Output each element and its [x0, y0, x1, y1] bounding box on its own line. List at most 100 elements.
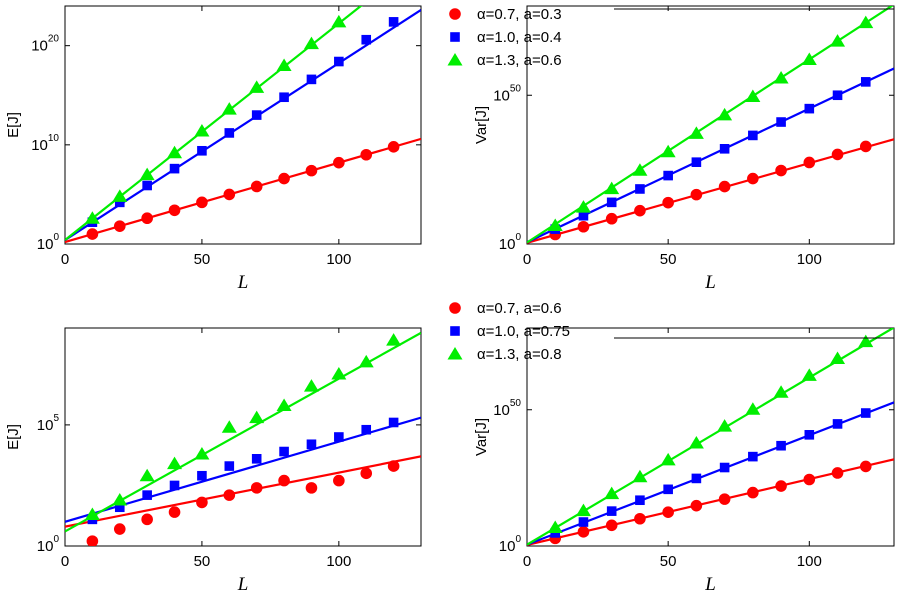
data-point-series-1	[605, 519, 618, 532]
data-point-series-3	[386, 333, 402, 346]
data-point-series-2	[169, 163, 180, 174]
data-point-series-3	[249, 410, 265, 424]
data-point-series-3	[745, 89, 761, 102]
data-point-series-2	[279, 446, 289, 457]
data-point-series-1	[387, 141, 400, 153]
data-point-series-3	[604, 486, 620, 500]
data-point-series-1	[250, 180, 263, 193]
data-point-series-3	[84, 507, 100, 521]
data-point-series-3	[717, 107, 733, 121]
x-axis-label: L	[704, 574, 716, 595]
legend-label-1: α=0.7, a=0.6	[477, 300, 562, 317]
data-point-series-1	[168, 506, 181, 518]
data-point-series-3	[221, 420, 237, 433]
x-tick-label: 0	[61, 553, 69, 570]
data-point-series-2	[832, 90, 843, 101]
data-point-series-2	[224, 461, 235, 471]
fit-line-series-3	[65, 6, 363, 241]
data-point-series-1	[803, 473, 816, 486]
data-point-series-3	[221, 102, 237, 115]
legend-marker-1	[449, 8, 461, 20]
data-point-series-3	[830, 351, 846, 365]
data-point-series-1	[141, 513, 153, 526]
data-point-series-2	[804, 430, 815, 440]
data-point-series-1	[86, 535, 99, 546]
data-point-series-1	[577, 526, 590, 538]
data-point-series-2	[606, 197, 617, 208]
data-point-series-1	[360, 467, 373, 480]
legend-marker-2	[450, 326, 460, 336]
data-point-series-3	[773, 385, 789, 398]
data-point-series-3	[632, 469, 648, 483]
data-point-series-1	[196, 496, 208, 509]
data-point-series-3	[194, 446, 210, 460]
data-point-series-2	[776, 117, 786, 127]
x-tick-label: 0	[61, 251, 69, 268]
data-point-series-3	[167, 456, 183, 470]
fit-line-series-1	[65, 455, 421, 528]
data-point-series-3	[660, 452, 676, 466]
data-point-series-2	[663, 484, 673, 495]
legend-marker-2	[450, 32, 460, 42]
data-point-series-3	[303, 379, 319, 392]
data-point-series-1	[278, 474, 290, 487]
data-point-series-3	[167, 145, 183, 159]
y-tick-label: 100	[37, 232, 60, 253]
data-point-series-2	[663, 170, 673, 181]
legend-label-3: α=1.3, a=0.8	[477, 346, 562, 363]
data-point-series-3	[830, 34, 846, 47]
data-point-series-1	[775, 480, 787, 492]
data-point-series-2	[578, 210, 589, 221]
data-point-series-3	[276, 58, 292, 71]
legend-label-2: α=1.0, a=0.4	[477, 29, 562, 46]
data-point-series-1	[634, 204, 646, 217]
data-point-series-2	[635, 184, 645, 194]
data-point-series-1	[223, 489, 236, 501]
x-axis-label: L	[237, 272, 249, 293]
data-point-series-3	[547, 520, 563, 533]
data-point-series-2	[860, 77, 871, 87]
data-point-series-1	[113, 220, 126, 232]
data-point-series-3	[303, 36, 319, 50]
data-point-series-2	[388, 17, 399, 27]
data-point-series-3	[604, 181, 620, 195]
data-point-series-2	[142, 490, 152, 500]
y-tick-label: 1050	[493, 398, 521, 419]
legend-marker-1	[449, 302, 461, 314]
plot-area-frame	[526, 327, 895, 547]
y-tick-label: 100	[499, 232, 522, 253]
data-point-series-3	[139, 167, 155, 181]
data-point-series-2	[251, 110, 262, 120]
data-point-series-2	[606, 506, 617, 516]
data-point-series-1	[747, 172, 759, 185]
data-point-series-3	[660, 144, 676, 158]
x-tick-label: 100	[326, 251, 351, 268]
data-point-series-1	[690, 188, 703, 201]
data-point-series-1	[360, 148, 373, 161]
data-point-series-1	[305, 164, 318, 177]
data-point-series-2	[197, 145, 207, 156]
data-point-series-1	[747, 486, 759, 499]
panel-bottom-right: 0 50 100 100 1050 L Var[J]	[473, 327, 895, 595]
data-point-series-1	[168, 204, 181, 217]
data-point-series-1	[333, 156, 345, 169]
data-point-series-1	[141, 212, 153, 225]
data-point-series-1	[859, 140, 872, 153]
data-point-series-2	[691, 157, 702, 167]
x-axis-label: L	[237, 574, 249, 595]
data-point-series-1	[634, 512, 646, 525]
data-point-series-2	[197, 470, 207, 481]
x-tick-label: 50	[194, 553, 211, 570]
plot-area-frame	[526, 5, 895, 245]
data-point-series-3	[112, 189, 128, 202]
legend-label-2: α=1.0, a=0.75	[477, 323, 570, 340]
legend-marker-3	[447, 347, 463, 360]
data-point-series-3	[331, 367, 347, 380]
panel-top-right: 0 50 100 100 1050 L Var[J]	[473, 5, 895, 293]
data-point-series-3	[632, 163, 648, 176]
legend-bottom: α=0.7, a=0.6 α=1.0, a=0.75 α=1.3, a=0.8	[447, 300, 894, 363]
data-point-series-2	[361, 424, 372, 435]
data-point-series-1	[605, 212, 618, 225]
data-point-series-2	[691, 473, 702, 484]
